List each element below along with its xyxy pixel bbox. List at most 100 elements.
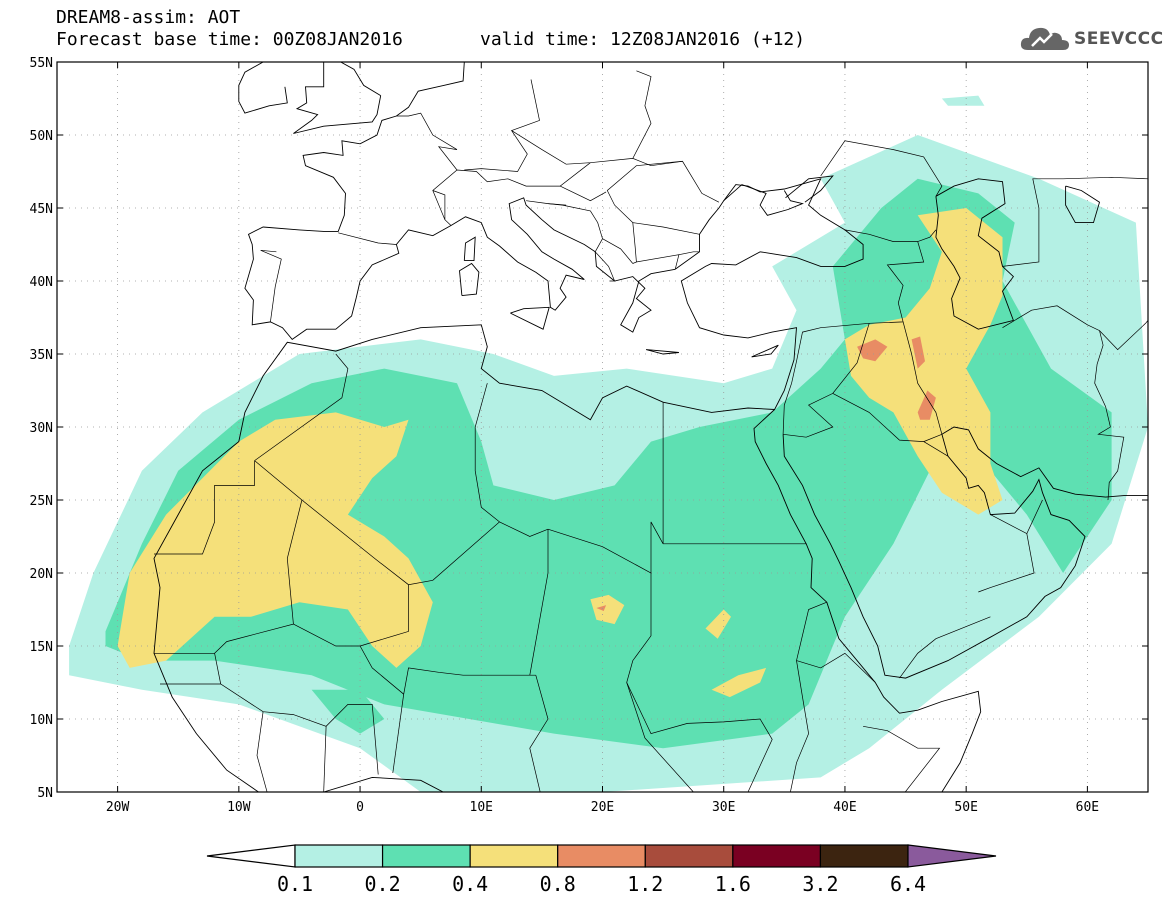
country-border [796, 652, 876, 683]
coastline [753, 409, 982, 792]
aot-contour-0.2-0.4-1 [311, 689, 385, 734]
country-border [392, 694, 405, 774]
lat-tick-label: 10N [30, 713, 53, 728]
coastline [244, 62, 676, 341]
country-border [1002, 176, 1148, 267]
country-border [432, 190, 446, 220]
colorbar-level-label: 6.4 [890, 872, 926, 896]
aot-contour-0.8-1.2-2 [911, 336, 925, 369]
lon-tick-label: 20W [106, 800, 130, 815]
lon-tick-label: 10W [227, 800, 251, 815]
lat-tick-label: 55N [30, 56, 53, 71]
country-border [396, 112, 458, 171]
country-border [678, 251, 700, 256]
country-border [526, 200, 567, 206]
aot-contour-0.4-0.8-0 [117, 412, 433, 668]
country-border [978, 514, 1035, 593]
country-border [923, 441, 949, 457]
map-title: DREAM8-assim: AOT [56, 7, 241, 28]
country-border [606, 160, 720, 223]
coastline [293, 62, 382, 134]
aot-contour-0.4-0.8-1 [590, 594, 625, 625]
coastline [723, 184, 804, 216]
country-border [260, 249, 282, 322]
country-border [474, 383, 500, 523]
country-border [256, 711, 268, 792]
country-border [783, 323, 870, 438]
colorbar-level-label: 0.1 [277, 872, 313, 896]
coastline [782, 434, 1086, 679]
lon-tick-label: 0 [356, 800, 364, 815]
country-border [626, 573, 652, 739]
country-border [254, 353, 349, 461]
country-border [464, 130, 528, 172]
country-border [644, 601, 827, 792]
lon-tick-label: 50E [954, 800, 977, 815]
coastlines-borders [153, 62, 1148, 792]
country-border [160, 683, 379, 775]
lon-tick-label: 60E [1076, 800, 1099, 815]
colorbar-box [469, 844, 559, 868]
coastline [751, 344, 779, 358]
country-border [359, 584, 530, 695]
lon-tick-label: 10E [470, 800, 493, 815]
country-border [632, 261, 637, 264]
coastline [935, 178, 1015, 330]
lat-tick-label: 45N [30, 202, 53, 217]
aot-contour-0.1-0.2-1 [941, 95, 985, 106]
aot-contour-0.8-1.2-1 [917, 390, 936, 420]
aot-contour-0.8-1.2-0 [857, 339, 888, 362]
colorbar-box [732, 844, 822, 868]
country-border [301, 499, 549, 586]
colorbar-level-label: 0.4 [452, 872, 488, 896]
lon-tick-label: 20E [591, 800, 614, 815]
country-border [820, 140, 943, 197]
aot-contour-0.4-0.8-2 [711, 667, 767, 698]
country-border [323, 726, 327, 792]
country-border [844, 229, 918, 242]
aot-contour-0.4-0.8-3 [705, 609, 731, 639]
colorbar-level-label: 0.2 [365, 872, 401, 896]
country-border [863, 725, 941, 792]
colorbar-level-label: 0.8 [540, 872, 576, 896]
lon-tick-label: 30E [712, 800, 735, 815]
lat-tick-label: 35N [30, 348, 53, 363]
coastline [459, 262, 480, 297]
coastline [785, 175, 834, 203]
colorbar-high-arrow [907, 844, 997, 868]
lon-tick-label: 40E [833, 800, 856, 815]
colorbar-box [819, 844, 909, 868]
country-border [632, 70, 652, 159]
country-border [832, 393, 943, 442]
country-border [547, 203, 603, 252]
colorbar: 0.1 0.2 0.4 0.8 1.2 1.6 3.2 6.4 [206, 844, 997, 896]
country-border [559, 185, 607, 202]
country-border [602, 238, 634, 264]
colorbar-box [644, 844, 734, 868]
lat-tick-label: 25N [30, 494, 53, 509]
cloud-logo-icon [1020, 27, 1069, 50]
lat-tick-label: 50N [30, 129, 53, 144]
aot-field-layer [69, 95, 1148, 792]
coastline [645, 349, 679, 355]
lat-tick-label: 30N [30, 421, 53, 436]
colorbar-level-label: 3.2 [802, 872, 838, 896]
lat-tick-label: 15N [30, 640, 53, 655]
logo-text: SEEVCCC [1074, 29, 1164, 49]
lat-tick-label: 40N [30, 275, 53, 290]
country-border [1002, 305, 1125, 501]
country-border [154, 460, 255, 555]
country-border [626, 682, 773, 792]
country-border [632, 222, 700, 270]
valid-time: valid time: 12Z08JAN2016 (+12) [480, 29, 806, 50]
country-border [594, 251, 616, 282]
colorbar-level-label: 1.6 [715, 872, 751, 896]
coastline [463, 236, 476, 262]
country-border [899, 616, 991, 679]
colorbar-level-label: 1.2 [627, 872, 663, 896]
lat-tick-label: 5N [37, 786, 53, 801]
seevccc-logo: SEEVCCC [1018, 22, 1163, 58]
coastline [941, 426, 1148, 498]
country-border [432, 162, 591, 226]
axis-ticks: 55N 50N 45N 40N 35N 30N 25N 20N 15N 10N 5N 20W 10W 0 1… [30, 56, 1148, 815]
